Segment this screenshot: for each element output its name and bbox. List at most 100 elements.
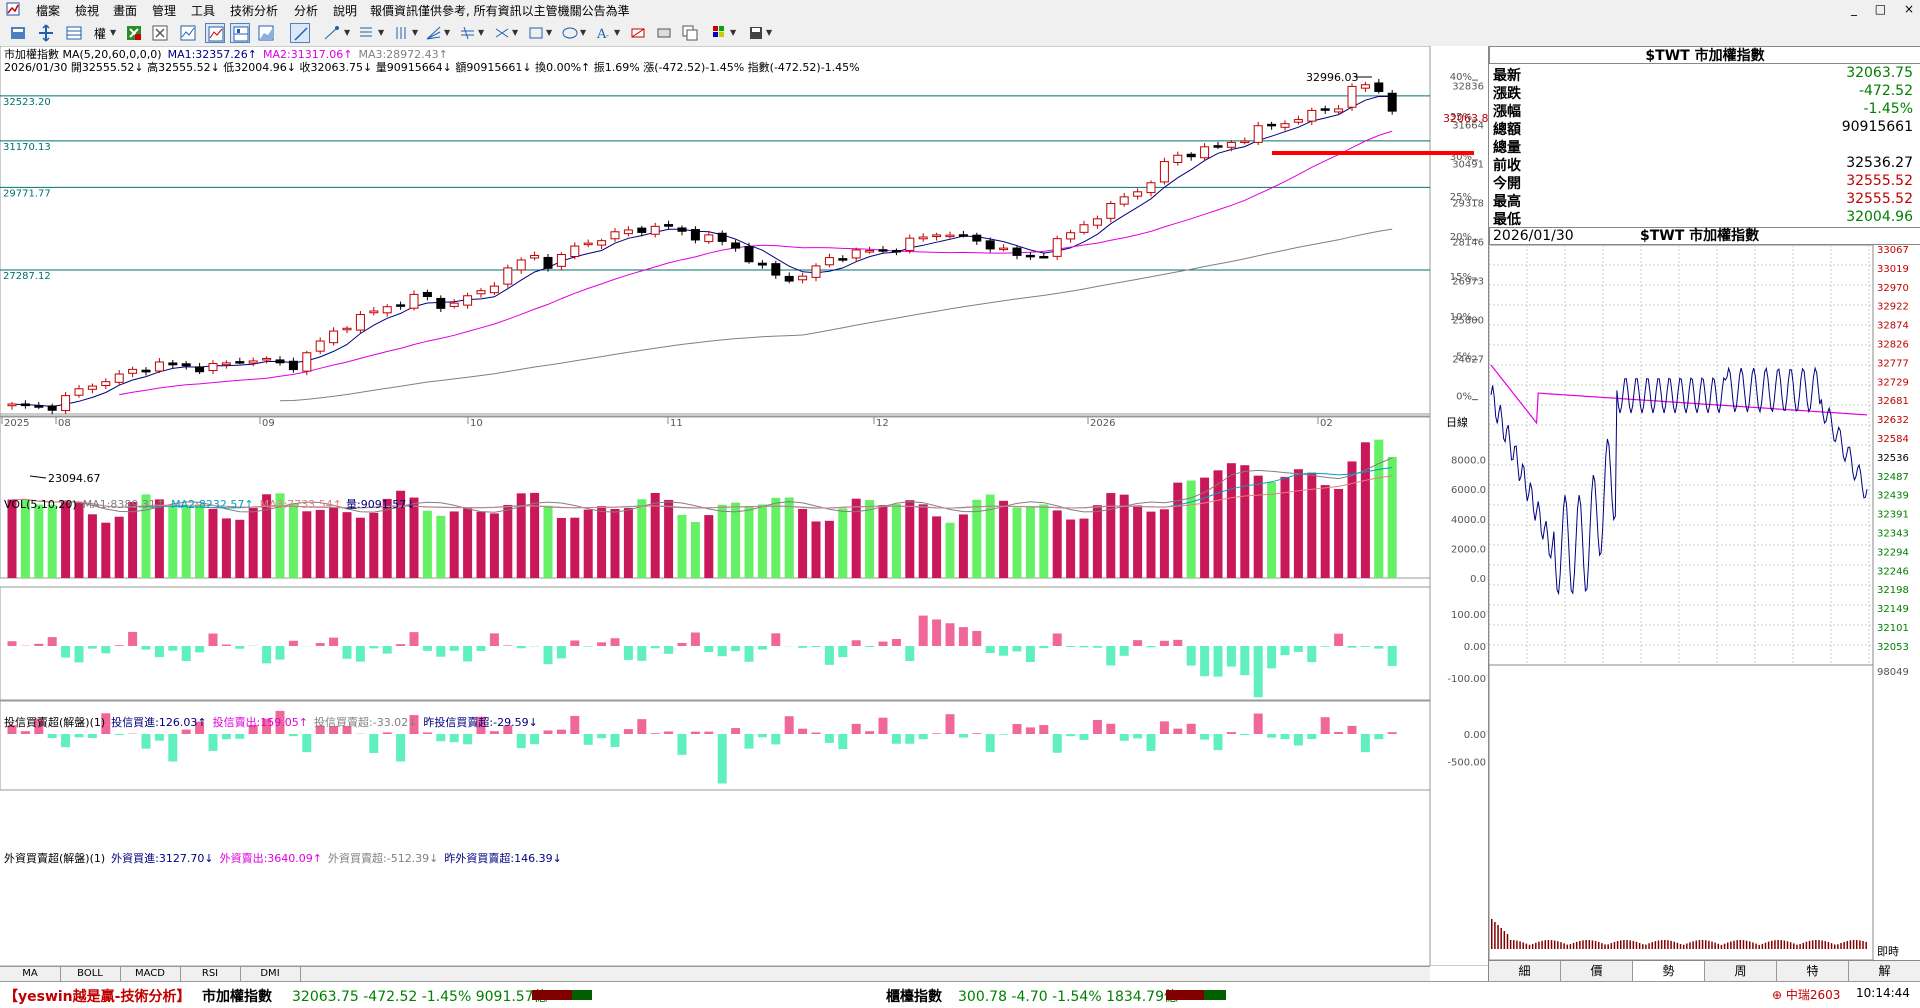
ellipse-icon[interactable] bbox=[560, 23, 580, 43]
chevron-down-icon[interactable]: ▼ bbox=[110, 28, 116, 37]
volume-bar bbox=[946, 523, 955, 578]
tab-ma[interactable]: MA bbox=[0, 967, 61, 981]
chevron-down-icon[interactable]: ▼ bbox=[614, 28, 620, 37]
menu-tools[interactable]: 工具 bbox=[191, 2, 215, 19]
volume-bar bbox=[1388, 457, 1397, 578]
intraday-chart[interactable]: 3306733019329703292232874328263277732729… bbox=[1489, 245, 1920, 960]
chevron-down-icon[interactable]: ▼ bbox=[444, 28, 450, 37]
hline-label: 29771.77 bbox=[3, 188, 51, 199]
volume-bar bbox=[905, 500, 914, 578]
channel-icon[interactable] bbox=[356, 23, 376, 43]
inv-bar bbox=[450, 646, 459, 651]
foreign-bar bbox=[986, 734, 995, 752]
chevron-down-icon[interactable]: ▼ bbox=[512, 28, 518, 37]
index2-name[interactable]: 櫃檯指數 bbox=[886, 986, 942, 1006]
intraday-volume-bar bbox=[1840, 943, 1842, 949]
inv-bar bbox=[557, 646, 566, 658]
menu-tech-analysis[interactable]: 技術分析 bbox=[230, 2, 278, 19]
tab-trend[interactable]: 勢 bbox=[1633, 961, 1705, 981]
tab-analysis[interactable]: 解 bbox=[1849, 961, 1920, 981]
candle-body bbox=[919, 237, 927, 239]
chevron-down-icon[interactable]: ▼ bbox=[580, 28, 586, 37]
gann-icon[interactable] bbox=[458, 23, 478, 43]
draw-line-icon[interactable] bbox=[290, 23, 310, 43]
menu-help[interactable]: 說明 bbox=[333, 2, 357, 19]
tab-price[interactable]: 價 bbox=[1561, 961, 1633, 981]
intraday-volume-bar bbox=[1538, 942, 1540, 949]
tab-special[interactable]: 特 bbox=[1777, 961, 1849, 981]
volume-bar bbox=[436, 516, 445, 578]
inv-bar bbox=[1173, 640, 1182, 646]
copy-icon[interactable] bbox=[680, 23, 700, 43]
foreign-bar bbox=[1240, 734, 1249, 735]
grid-icon[interactable]: 權 bbox=[90, 23, 110, 43]
save-icon[interactable] bbox=[8, 23, 28, 43]
foreign-bar bbox=[1267, 734, 1276, 738]
inv-bar bbox=[1388, 646, 1397, 666]
chevron-down-icon[interactable]: ▼ bbox=[546, 28, 552, 37]
chevron-down-icon[interactable]: ▼ bbox=[730, 28, 736, 37]
menu-analysis[interactable]: 分析 bbox=[294, 2, 318, 19]
intraday-volume-bar bbox=[1617, 941, 1619, 949]
vbars-icon[interactable] bbox=[392, 23, 412, 43]
font-icon[interactable]: A- bbox=[594, 23, 614, 43]
tab-macd[interactable]: MACD bbox=[120, 967, 181, 981]
chevron-down-icon[interactable]: ▼ bbox=[478, 28, 484, 37]
candle-body bbox=[1013, 248, 1021, 255]
chevron-down-icon[interactable]: ▼ bbox=[344, 28, 350, 37]
chart-area-icon[interactable] bbox=[256, 23, 276, 43]
candle-body bbox=[1335, 109, 1343, 112]
minimize-button[interactable]: _ bbox=[1851, 2, 1857, 16]
floppy-icon[interactable] bbox=[746, 23, 766, 43]
intraday-volume-bar bbox=[1648, 943, 1650, 949]
intraday-frame bbox=[1489, 245, 1873, 960]
cross-lines-icon[interactable] bbox=[492, 23, 512, 43]
inv-bar bbox=[423, 646, 432, 651]
indicator-tabs: MA BOLL MACD RSI DMI bbox=[0, 966, 1430, 981]
chevron-down-icon[interactable]: ▼ bbox=[412, 28, 418, 37]
chart-line-icon[interactable] bbox=[205, 23, 225, 43]
inv-bar bbox=[1160, 641, 1169, 646]
tab-boll[interactable]: BOLL bbox=[60, 967, 121, 981]
erase-all-icon[interactable] bbox=[654, 23, 674, 43]
menu-manage[interactable]: 管理 bbox=[152, 2, 176, 19]
candle-body bbox=[705, 235, 713, 242]
eraser-icon[interactable] bbox=[628, 23, 648, 43]
move-icon[interactable] bbox=[36, 23, 56, 43]
index1-name[interactable]: 市加權指數 bbox=[202, 986, 272, 1006]
fan-icon[interactable] bbox=[424, 23, 444, 43]
menu-file[interactable]: 檔案 bbox=[36, 2, 60, 19]
menu-view[interactable]: 檢視 bbox=[75, 2, 99, 19]
chevron-down-icon[interactable]: ▼ bbox=[378, 28, 384, 37]
inv-bar bbox=[999, 646, 1008, 656]
chevron-down-icon[interactable]: ▼ bbox=[766, 28, 772, 37]
foreign-bar bbox=[651, 733, 660, 734]
tab-detail[interactable]: 細 bbox=[1489, 961, 1561, 981]
chart-icon[interactable] bbox=[178, 23, 198, 43]
intraday-price-tick: 32101 bbox=[1877, 623, 1909, 634]
excel-icon[interactable] bbox=[124, 23, 144, 43]
foreign-bar bbox=[450, 734, 459, 742]
fib-icon[interactable] bbox=[322, 23, 342, 43]
close-button[interactable]: × bbox=[1904, 2, 1914, 16]
foreign-bar bbox=[691, 732, 700, 734]
tab-dmi[interactable]: DMI bbox=[240, 967, 301, 981]
candle-body bbox=[410, 294, 418, 308]
intraday-volume-bar bbox=[1727, 942, 1729, 949]
close-chart-icon[interactable] bbox=[150, 23, 170, 43]
tab-cycle[interactable]: 周 bbox=[1705, 961, 1777, 981]
tab-rsi[interactable]: RSI bbox=[180, 967, 241, 981]
menu-screen[interactable]: 畫面 bbox=[113, 2, 137, 19]
rect-icon[interactable] bbox=[526, 23, 546, 43]
chart-bar-icon[interactable] bbox=[230, 23, 250, 43]
x-tick-label: 02 bbox=[1320, 418, 1333, 429]
volume-bar bbox=[919, 504, 928, 578]
inv-bar bbox=[477, 646, 486, 651]
volume-bar bbox=[209, 509, 218, 578]
app-icon[interactable] bbox=[6, 2, 20, 19]
color-icon[interactable] bbox=[710, 23, 730, 43]
foreign-bar bbox=[745, 734, 754, 749]
restore-button[interactable]: □ bbox=[1875, 2, 1886, 16]
list-icon[interactable] bbox=[64, 23, 84, 43]
